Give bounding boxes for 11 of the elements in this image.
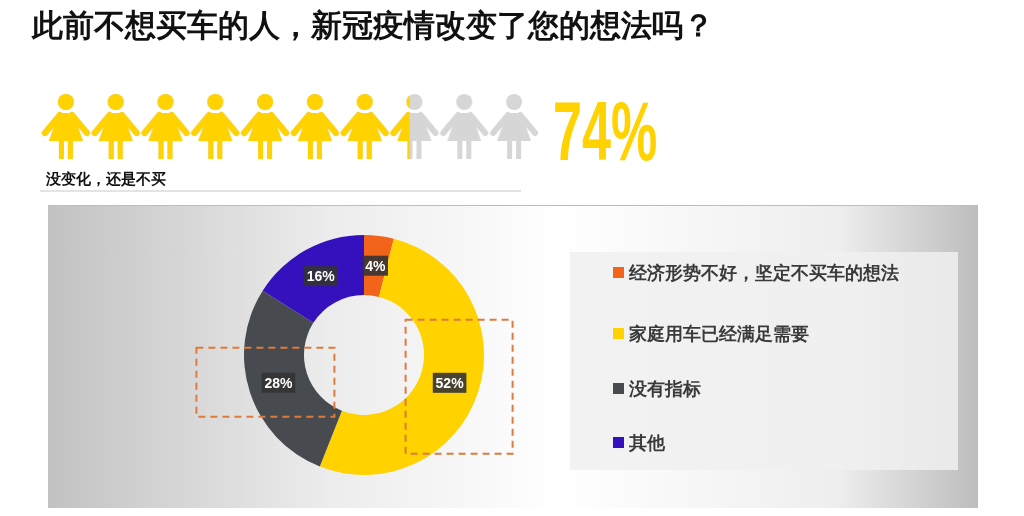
legend-label: 家庭用车已经满足需要 (629, 324, 809, 344)
value-label: 4% (365, 257, 386, 274)
legend-label: 没有指标 (629, 379, 701, 399)
value-label: 52% (435, 374, 464, 391)
title: 此前不想买车的人，新冠疫情改变了您的想法吗？ (32, 8, 714, 43)
legend-label: 其他 (629, 433, 665, 453)
category: 没变化，还是不买 (46, 170, 166, 187)
legend-label: 经济形势不好，坚定不买车的想法 (629, 263, 899, 283)
value-label: 16% (306, 268, 335, 285)
value-label: 28% (264, 374, 293, 391)
value-label: 74% (553, 84, 658, 179)
